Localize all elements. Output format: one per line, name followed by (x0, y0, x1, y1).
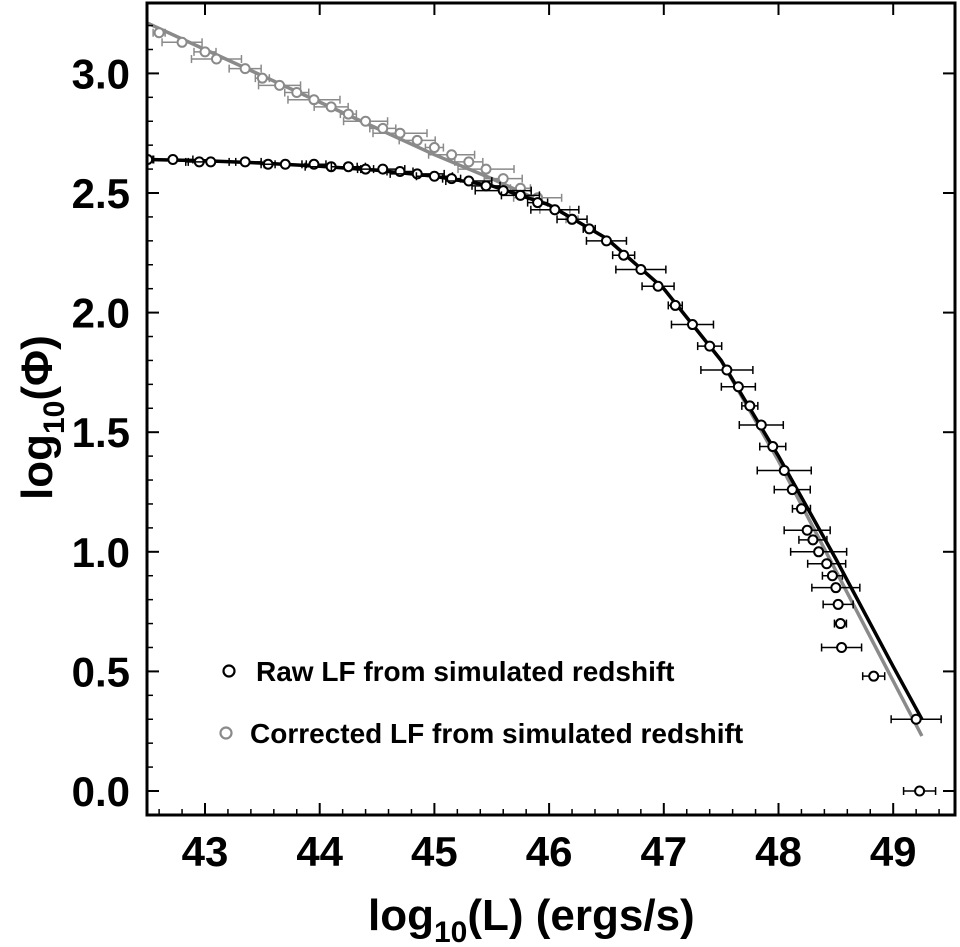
data-point (902, 785, 937, 797)
data-point (798, 534, 828, 546)
data-point (152, 27, 166, 39)
x-tick-label-46: 46 (526, 828, 573, 875)
data-point (615, 264, 667, 276)
data-point (791, 503, 812, 515)
x-tick-label-43: 43 (182, 828, 229, 875)
data-point (257, 79, 302, 91)
data-point (500, 189, 541, 201)
legend-marker-corrected (219, 726, 233, 740)
data-point (372, 127, 428, 139)
data-point (556, 213, 588, 225)
data-point (738, 419, 785, 431)
data-point (152, 154, 194, 166)
data-point (822, 598, 854, 610)
y-tick-label-1.5: 1.5 (72, 409, 130, 456)
data-point (161, 36, 203, 48)
data-point (756, 464, 812, 476)
series-raw (147, 154, 942, 797)
y-tick-label-3.0: 3.0 (72, 50, 130, 97)
y-axis-title-sub: 10 (38, 401, 71, 434)
legend-label-corrected: Corrected LF from simulated redshift (250, 718, 743, 749)
data-point (228, 156, 262, 168)
data-point (820, 641, 863, 653)
data-point (330, 161, 367, 173)
y-axis-title-rest: (Φ) (13, 335, 62, 400)
data-point (783, 524, 831, 536)
data-point (526, 197, 549, 209)
data-point (415, 170, 454, 182)
data-point (759, 441, 787, 453)
data-point (890, 713, 942, 725)
data-point (861, 670, 886, 682)
tick-layer: 43 44 45 46 47 48 49 0.0 0.5 1.0 1.5 2.0 2.5 3.0 (72, 3, 955, 875)
fit-line-raw (147, 157, 924, 721)
x-axis-title-base: log (368, 891, 434, 940)
data-point (424, 142, 445, 154)
data-point (667, 299, 684, 311)
fit-line-corrected (147, 21, 924, 737)
data-point (454, 156, 484, 168)
data-point (806, 558, 847, 570)
plot-frame (145, 1, 957, 817)
data-point (193, 46, 217, 58)
data-point (773, 484, 812, 496)
data-point (284, 87, 310, 99)
x-axis-title: log10(L) (ergs/s) (368, 891, 695, 947)
data-point (789, 546, 848, 558)
data-point (184, 156, 237, 168)
x-tick-label-45: 45 (411, 828, 458, 875)
data-point (696, 340, 723, 352)
y-tick-label-0.5: 0.5 (72, 648, 130, 695)
data-point (741, 400, 759, 412)
data-point (585, 235, 628, 247)
x-tick-label-44: 44 (296, 828, 343, 875)
x-axis-title-rest: (L) (ergs/s) (467, 891, 694, 940)
x-axis-title-sub: 10 (434, 916, 467, 947)
x-tick-label-49: 49 (870, 828, 917, 875)
data-point (263, 158, 308, 170)
data-point (483, 173, 523, 185)
data-point (641, 280, 675, 292)
data-point (287, 94, 341, 106)
data-point (833, 618, 848, 630)
y-tick-label-0.0: 0.0 (72, 768, 130, 815)
data-point (254, 72, 271, 84)
x-tick-label-48: 48 (755, 828, 802, 875)
data-point (369, 122, 397, 134)
y-axis-title: log10(Φ) (13, 335, 71, 500)
series-layer (147, 21, 942, 797)
y-axis-title-base: log (13, 434, 62, 500)
data-point (611, 249, 636, 261)
legend-marker-raw (222, 664, 236, 678)
data-point (720, 381, 757, 393)
series-corrected (147, 21, 924, 737)
data-point (821, 570, 844, 582)
data-point (342, 115, 389, 127)
data-point (811, 582, 861, 594)
y-tick-label-1.0: 1.0 (72, 529, 130, 576)
data-point (313, 101, 349, 113)
data-point (582, 223, 596, 235)
data-point (398, 134, 436, 146)
legend: Raw LF from simulated redshift Corrected… (219, 656, 743, 749)
data-point (228, 63, 262, 75)
data-point (190, 53, 243, 65)
y-tick-label-2.0: 2.0 (72, 290, 130, 337)
data-point (339, 108, 358, 120)
data-point (427, 149, 476, 161)
x-tick-label-47: 47 (640, 828, 687, 875)
data-point (700, 364, 754, 376)
data-point (530, 204, 580, 216)
data-point (670, 319, 715, 331)
y-tick-label-2.5: 2.5 (72, 170, 130, 217)
legend-label-raw: Raw LF from simulated redshift (256, 656, 675, 687)
data-point (457, 163, 515, 175)
